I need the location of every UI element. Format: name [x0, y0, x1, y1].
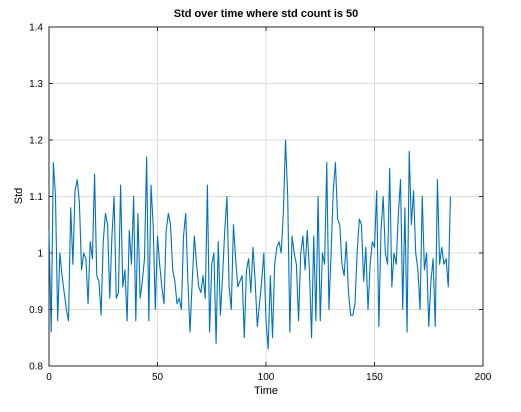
series-line	[48, 139, 451, 350]
x-tick-label: 200	[475, 372, 492, 383]
y-axis-label: Std	[13, 188, 25, 205]
y-tick-label: 1.4	[29, 23, 43, 34]
x-tick-label: 150	[366, 372, 383, 383]
y-tick-label: 1.1	[29, 192, 43, 203]
x-axis-label: Time	[254, 385, 278, 397]
y-tick-label: 0.8	[29, 362, 43, 373]
x-tick-label: 100	[258, 372, 275, 383]
y-tick-label: 1.2	[29, 136, 43, 147]
series-layer	[48, 139, 451, 350]
y-tick-label: 1	[37, 249, 43, 260]
y-tick-label: 1.3	[29, 79, 43, 90]
chart-title: Std over time where std count is 50	[174, 8, 359, 20]
y-tick-label: 0.9	[29, 305, 43, 316]
axis-ticks: 0 50 100 150 200 0.8 0.9 1 1.1 1.2 1.3 1.4	[29, 23, 492, 384]
x-tick-label: 0	[46, 372, 52, 383]
x-tick-label: 50	[152, 372, 164, 383]
